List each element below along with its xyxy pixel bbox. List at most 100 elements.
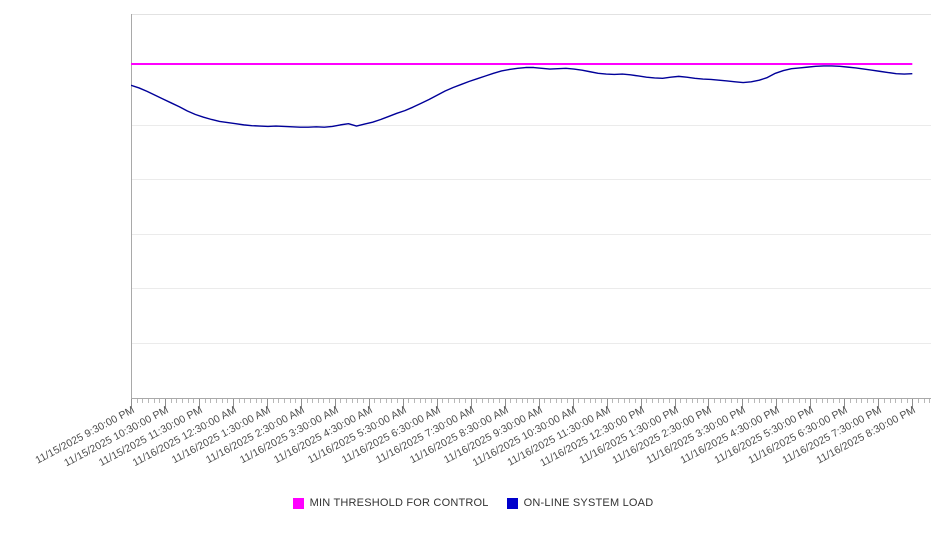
x-tick-minor xyxy=(833,399,835,403)
x-tick-minor xyxy=(510,399,512,403)
x-tick-minor xyxy=(929,399,931,403)
x-tick-minor xyxy=(448,399,450,403)
x-tick-minor xyxy=(465,399,467,403)
legend-swatch-magenta xyxy=(292,497,304,509)
x-axis-tick-label: 11/16/2025 1:30:00 PM xyxy=(576,404,681,467)
x-tick-major xyxy=(334,399,336,407)
x-tick-minor xyxy=(646,399,648,403)
x-tick-minor xyxy=(397,399,399,403)
x-tick-major xyxy=(674,399,676,407)
x-tick-minor xyxy=(487,399,489,403)
x-tick-minor xyxy=(153,399,155,403)
x-axis-line xyxy=(131,398,931,399)
x-tick-minor xyxy=(566,399,568,403)
x-tick-minor xyxy=(838,399,840,403)
x-tick-minor xyxy=(561,399,563,403)
x-tick-minor xyxy=(204,399,206,403)
x-tick-major xyxy=(878,399,880,407)
x-axis-tick-label: 11/16/2025 11:30:00 AM xyxy=(504,404,613,469)
x-tick-minor xyxy=(340,399,342,403)
x-tick-major xyxy=(810,399,812,407)
x-tick-minor xyxy=(391,399,393,403)
x-tick-minor xyxy=(317,399,319,403)
x-tick-minor xyxy=(889,399,891,403)
x-tick-minor xyxy=(261,399,263,403)
legend-label-on-line-system-load: ON-LINE SYSTEM LOAD xyxy=(523,497,654,509)
x-tick-minor xyxy=(651,399,653,403)
x-axis-tick-label: 11/16/2025 7:30:00 AM xyxy=(373,404,477,467)
x-tick-minor xyxy=(855,399,857,403)
x-tick-minor xyxy=(493,399,495,403)
x-tick-minor xyxy=(244,399,246,403)
x-axis-tick-label: 11/16/2025 7:30:00 PM xyxy=(780,404,884,467)
x-tick-major xyxy=(844,399,846,407)
x-axis-tick-label: 11/16/2025 4:30:00 PM xyxy=(678,404,783,467)
gridline-3 xyxy=(131,234,931,235)
x-tick-minor xyxy=(895,399,897,403)
x-tick-minor xyxy=(765,399,767,403)
x-axis-tick-label: 11/16/2025 2:30:00 AM xyxy=(203,404,307,467)
x-tick-minor xyxy=(861,399,863,403)
x-tick-minor xyxy=(306,399,308,403)
x-tick-minor xyxy=(821,399,823,403)
x-tick-minor xyxy=(255,399,257,403)
x-tick-minor xyxy=(702,399,704,403)
x-axis-tick-label: 11/15/2025 11:30:00 PM xyxy=(96,404,205,469)
x-tick-minor xyxy=(804,399,806,403)
x-tick-minor xyxy=(170,399,172,403)
x-tick-minor xyxy=(181,399,183,403)
x-tick-minor xyxy=(793,399,795,403)
x-axis-tick-label: 11/16/2025 4:30:00 AM xyxy=(271,404,375,467)
chart-legend: MIN THRESHOLD FOR CONTROL ON-LINE SYSTEM… xyxy=(0,497,946,509)
x-tick-minor xyxy=(142,399,144,403)
x-axis-tick-label: 11/15/2025 10:30:00 PM xyxy=(62,404,171,470)
legend-item-min-threshold-for-control[interactable]: MIN THRESHOLD FOR CONTROL xyxy=(292,497,489,509)
x-tick-minor xyxy=(884,399,885,403)
x-tick-minor xyxy=(482,399,484,403)
x-tick-minor xyxy=(351,399,353,403)
x-tick-major xyxy=(912,399,914,407)
x-axis-tick-label: 11/16/2025 8:30:00 PM xyxy=(814,404,918,467)
x-tick-minor xyxy=(136,399,138,403)
x-tick-minor xyxy=(453,399,455,403)
x-tick-minor xyxy=(680,399,682,403)
x-tick-minor xyxy=(210,399,212,403)
gridline-2 xyxy=(131,179,931,180)
x-tick-minor xyxy=(363,399,365,403)
x-tick-minor xyxy=(408,399,410,403)
gridline-5 xyxy=(131,343,931,344)
x-tick-minor xyxy=(414,399,416,403)
y-axis-line xyxy=(131,14,132,399)
x-tick-minor xyxy=(272,399,274,403)
x-tick-minor xyxy=(748,399,750,403)
x-tick-minor xyxy=(759,399,761,403)
x-tick-major xyxy=(640,399,642,407)
legend-item-on-line-system-load[interactable]: ON-LINE SYSTEM LOAD xyxy=(506,497,654,509)
x-tick-minor xyxy=(623,399,625,403)
x-tick-minor xyxy=(278,399,280,403)
x-tick-minor xyxy=(697,399,699,403)
x-tick-major xyxy=(402,399,404,407)
x-tick-minor xyxy=(770,399,772,403)
x-tick-minor xyxy=(329,399,331,403)
x-tick-minor xyxy=(532,399,534,403)
x-tick-minor xyxy=(685,399,687,403)
x-tick-major xyxy=(606,399,608,407)
x-tick-major xyxy=(300,399,302,407)
x-tick-minor xyxy=(657,399,659,403)
x-tick-minor xyxy=(753,399,755,403)
x-tick-minor xyxy=(917,399,919,403)
x-tick-minor xyxy=(668,399,670,403)
x-tick-minor xyxy=(714,399,716,403)
x-tick-major xyxy=(368,399,370,407)
x-tick-minor xyxy=(555,399,557,403)
x-tick-minor xyxy=(442,399,444,403)
legend-swatch-blue xyxy=(506,497,518,509)
x-axis-tick-label: 11/16/2025 12:30:00 PM xyxy=(537,404,647,470)
x-tick-minor xyxy=(283,399,285,403)
x-tick-minor xyxy=(827,399,829,403)
x-tick-minor xyxy=(906,399,908,403)
x-tick-major xyxy=(131,399,132,407)
x-axis-tick-label: 11/16/2025 5:30:00 AM xyxy=(305,404,409,467)
x-tick-minor xyxy=(515,399,517,403)
